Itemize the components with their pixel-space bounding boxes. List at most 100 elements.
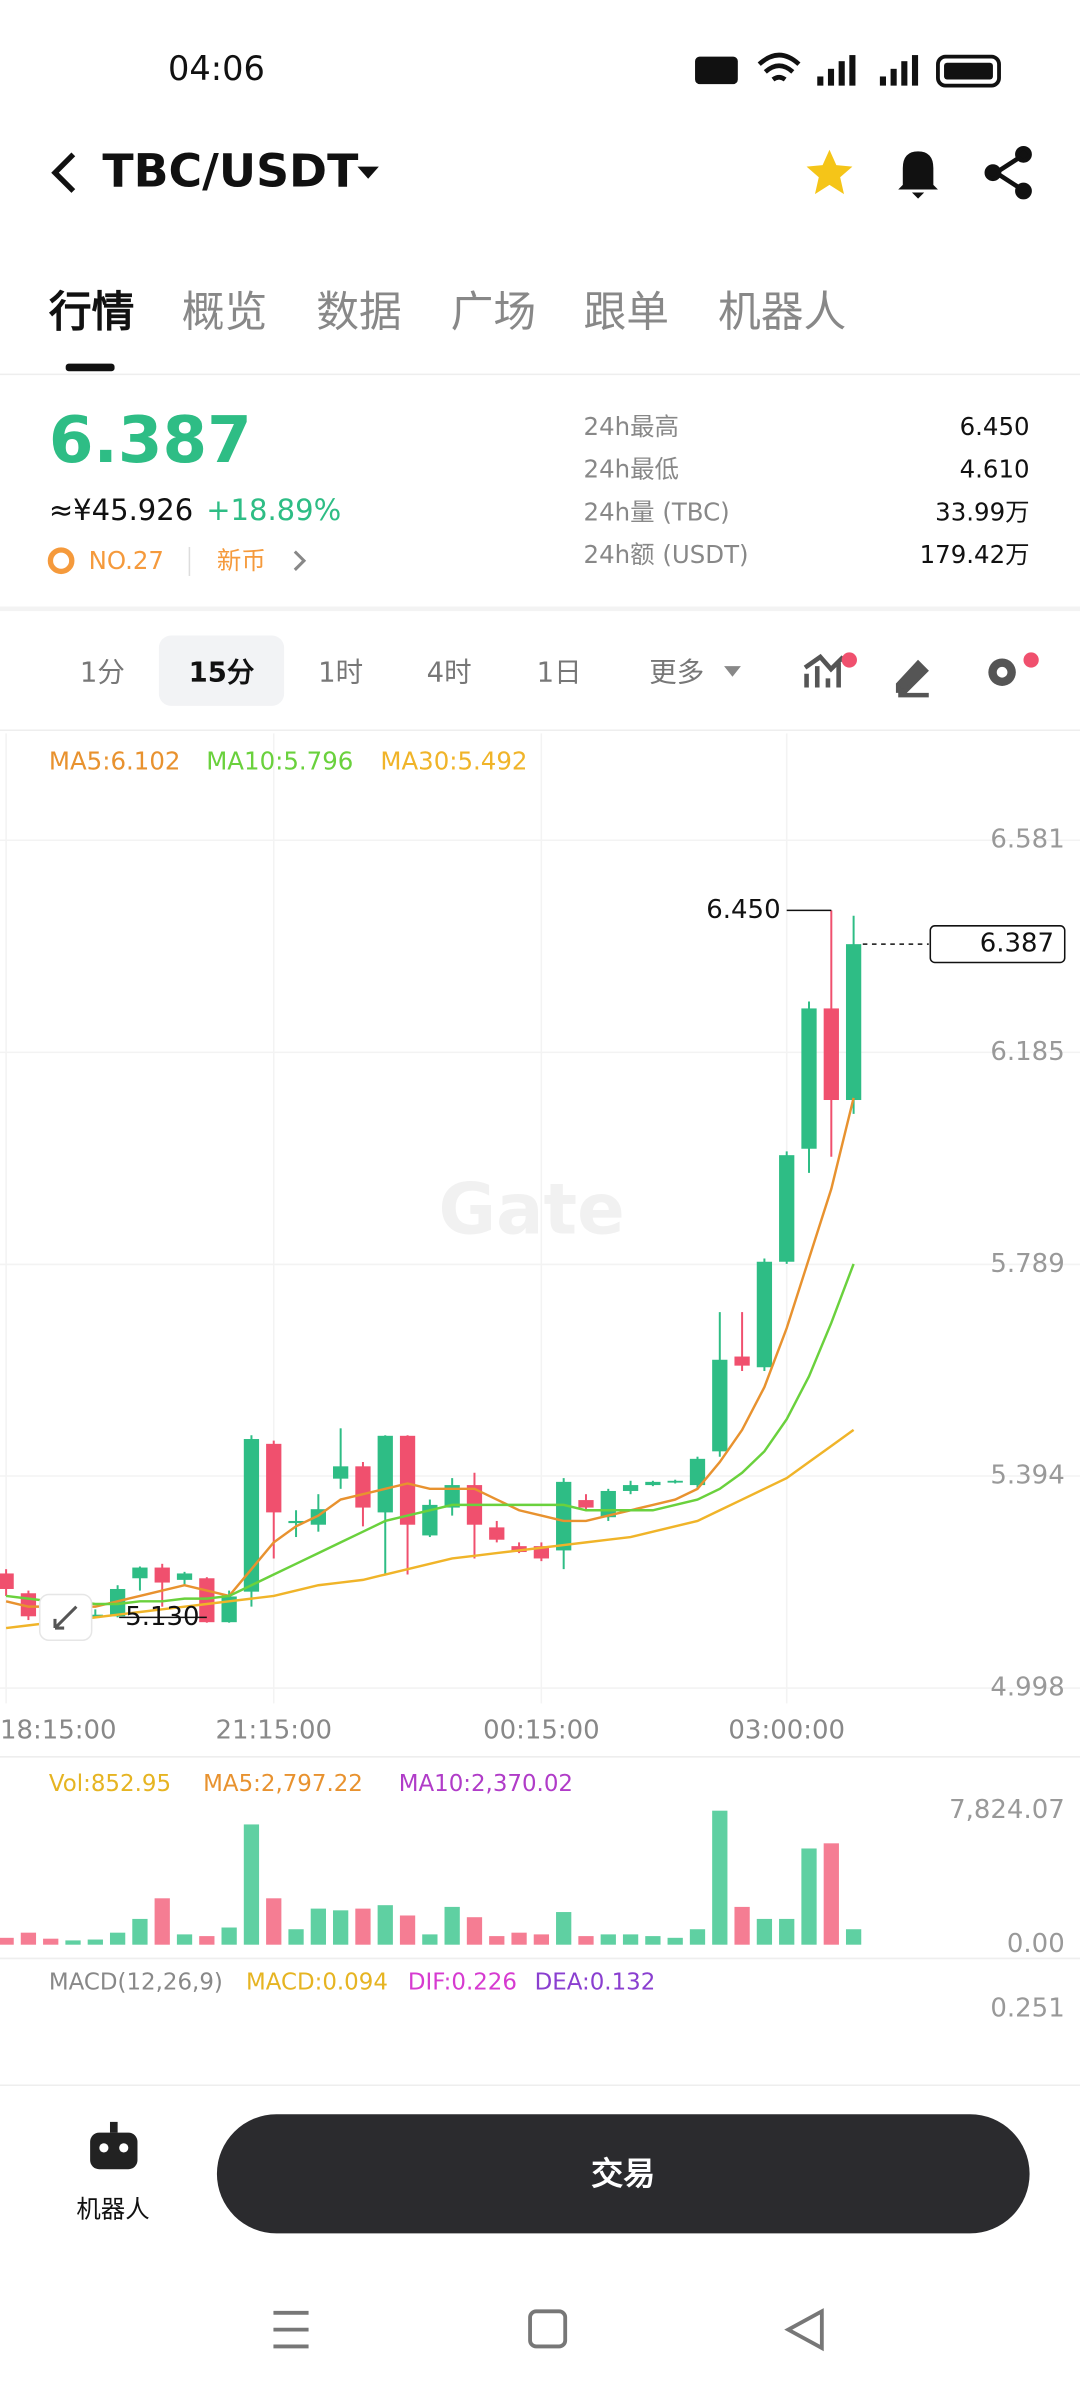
interval-selected-bg [158, 635, 285, 706]
tag-chevron[interactable] [293, 550, 307, 571]
signal-bar [849, 55, 856, 86]
volume-bar [243, 1824, 260, 1945]
interval[interactable]: 1日 [537, 657, 582, 689]
tab[interactable]: 跟单 [584, 287, 670, 337]
stat-label: 24h量 (TBC) [584, 497, 730, 526]
robot-eye [119, 2143, 129, 2153]
volume-bar [622, 1934, 639, 1945]
tab[interactable]: 广场 [451, 287, 537, 337]
candle-body [801, 1008, 817, 1149]
stat-label: 24h额 (USDT) [584, 540, 749, 569]
volume-bar [266, 1898, 282, 1945]
volume-bar [65, 1940, 81, 1945]
volume-chart: 0.00 7,824.07 Vol:852.95 MA5:2,797.22 MA10:2… [0, 1771, 1065, 1959]
nav-back[interactable] [784, 2308, 824, 2352]
volume-bar [399, 1915, 416, 1945]
candle-body [132, 1567, 148, 1579]
x-tick-label: 03:00:00 [728, 1715, 845, 1745]
tab-indicator [65, 363, 115, 372]
volume-bar [444, 1906, 460, 1945]
more-dropdown[interactable] [724, 666, 741, 677]
badge-dot [1023, 652, 1039, 668]
interval[interactable]: 1分 [80, 657, 125, 689]
last-price: 6.387 [49, 403, 252, 478]
volume-bar [422, 1934, 438, 1945]
volume-bar [43, 1938, 59, 1945]
tag[interactable]: 新币 [217, 546, 266, 575]
cny-price: ≈¥45.926 [49, 493, 193, 527]
ma-legend: MA30:5.492 [380, 746, 527, 775]
macd-legend: DEA:0.132 [535, 1969, 656, 1995]
candle-body [377, 1435, 393, 1513]
robot-button[interactable]: 机器人 [76, 2121, 150, 2224]
hd-icon [695, 56, 738, 85]
volume-bar [333, 1910, 349, 1945]
volume-bar [199, 1936, 215, 1945]
stat-value: 4.610 [960, 455, 1030, 484]
pair-dropdown[interactable] [357, 166, 379, 179]
volume-legend: Vol:852.95 [49, 1771, 171, 1797]
volume-bar [556, 1912, 572, 1945]
draw-button[interactable] [895, 659, 929, 698]
kline-chart: 6.581 6.185 5.789 5.394 4.998 18:15:00 21:15:0… [0, 733, 1080, 1745]
back-button[interactable] [51, 152, 76, 193]
price-change: +18.89% [206, 493, 341, 527]
interval[interactable]: 1时 [318, 657, 363, 689]
ma-line [5, 1428, 855, 1630]
watermark: Gate [438, 1169, 624, 1251]
volume-bar [667, 1937, 683, 1945]
tab[interactable]: 机器人 [718, 287, 846, 337]
nav-home[interactable] [528, 2309, 568, 2349]
volume-bar [823, 1843, 839, 1945]
interval[interactable]: 15分 [189, 657, 255, 689]
signal-bar [901, 61, 908, 86]
candle-body [87, 1614, 103, 1617]
pair-title[interactable]: TBC/USDT [102, 144, 358, 198]
robot-eye [99, 2143, 109, 2153]
expand-icon [53, 1605, 78, 1630]
x-tick-label: 00:15:00 [483, 1715, 600, 1745]
candle-body [489, 1527, 505, 1540]
stat-value: 6.450 [960, 412, 1030, 441]
indicator-icon [803, 653, 845, 688]
indicator-button[interactable] [803, 653, 845, 688]
alert-bell[interactable] [898, 151, 938, 199]
ma-line [5, 1097, 855, 1608]
robot-label[interactable]: 机器人 [76, 2194, 149, 2223]
candle-body [556, 1481, 572, 1551]
candle-body [199, 1578, 215, 1623]
favorite-star[interactable] [806, 149, 853, 195]
macd-legend: MACD:0.094 [246, 1969, 388, 1995]
trade-label[interactable]: 交易 [591, 2154, 655, 2192]
share-button[interactable] [984, 145, 1032, 200]
candle-body [712, 1359, 728, 1452]
tab[interactable]: 概览 [182, 287, 268, 337]
macd-chart: MACD(12,26,9) MACD:0.094 DIF:0.226 DEA:0.13… [49, 1969, 1065, 2023]
candle-body [444, 1485, 460, 1508]
x-tick-label: 18:15:00 [0, 1715, 117, 1745]
high-label: 6.450 [706, 895, 780, 925]
volume-bar [466, 1917, 483, 1945]
y-tick-label: 5.789 [990, 1249, 1064, 1279]
stat-label: 24h最低 [584, 455, 679, 484]
volume-bar [578, 1936, 594, 1945]
trade-button[interactable] [216, 2114, 1030, 2234]
nav-menu[interactable] [273, 2310, 309, 2349]
tab-bar: 行情 概览 数据 广场 跟单 机器人 [49, 287, 846, 337]
interval[interactable]: 4时 [427, 657, 472, 689]
y-tick-label: 6.185 [990, 1037, 1064, 1067]
signal-bar [890, 68, 897, 86]
y-tick-label: 4.998 [990, 1673, 1064, 1703]
volume-bar [533, 1934, 550, 1945]
low-label: 5.130 [125, 1602, 199, 1632]
status-time: 04:06 [168, 49, 265, 88]
volume-bar [377, 1905, 393, 1945]
tab[interactable]: 行情 [49, 287, 135, 337]
volume-bar [221, 1927, 237, 1945]
interval[interactable]: 更多 [649, 657, 704, 689]
rank: NO.27 [89, 546, 164, 575]
share-dot [1015, 182, 1032, 200]
signal-bar [827, 68, 835, 86]
tab[interactable]: 数据 [316, 287, 402, 337]
candle-body [288, 1520, 304, 1524]
